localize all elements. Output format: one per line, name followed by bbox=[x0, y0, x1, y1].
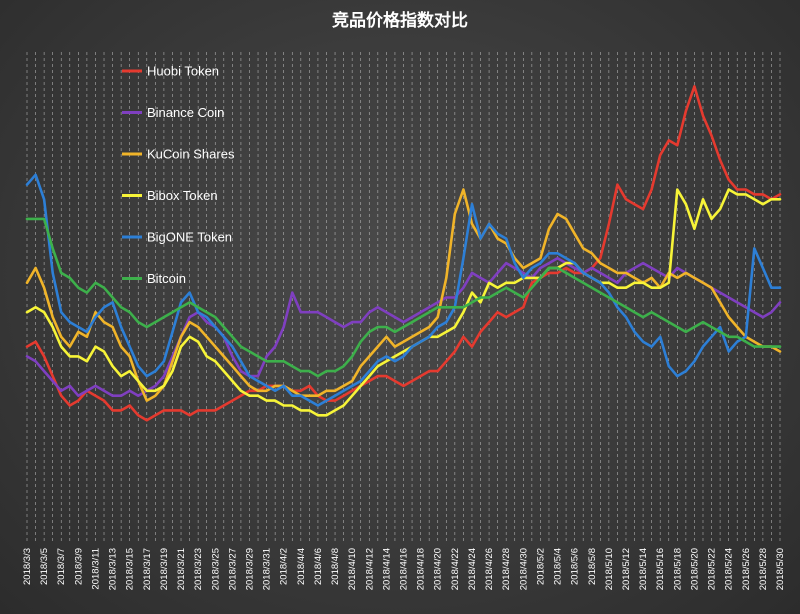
x-tick-label: 2018/5/18 bbox=[672, 548, 683, 590]
x-tick-label: 2018/5/20 bbox=[689, 548, 700, 590]
x-tick-label: 2018/5/6 bbox=[570, 548, 581, 585]
x-tick-label: 2018/3/25 bbox=[210, 548, 221, 590]
x-tick-label: 2018/5/30 bbox=[775, 548, 786, 590]
x-tick-label: 2018/3/19 bbox=[159, 548, 170, 590]
legend-label: KuCoin Shares bbox=[147, 147, 235, 162]
x-tick-label: 2018/3/31 bbox=[262, 548, 273, 590]
x-tick-label: 2018/4/10 bbox=[347, 548, 358, 590]
legend-label: Huobi Token bbox=[147, 64, 219, 79]
series-line-binance-coin bbox=[25, 256, 782, 398]
series-line-bigone-token bbox=[25, 173, 782, 407]
x-tick-label: 2018/3/11 bbox=[90, 548, 101, 590]
x-tick-label: 2018/4/24 bbox=[467, 548, 478, 590]
x-tick-label: 2018/3/17 bbox=[142, 548, 153, 590]
series-lines bbox=[25, 85, 782, 422]
x-tick-label: 2018/3/23 bbox=[193, 548, 204, 590]
x-tick-label: 2018/5/4 bbox=[553, 548, 564, 585]
x-axis-tick-labels: 2018/3/3 2018/3/5 2018/3/7 2018/3/9 2018/3/1… bbox=[22, 548, 786, 590]
x-tick-label: 2018/5/12 bbox=[621, 548, 632, 590]
legend-label: Bitcoin bbox=[147, 271, 186, 286]
x-tick-label: 2018/3/29 bbox=[244, 548, 255, 590]
series-line-huobi-token bbox=[25, 85, 782, 422]
x-tick-label: 2018/3/27 bbox=[227, 548, 238, 590]
x-tick-label: 2018/4/30 bbox=[518, 548, 529, 590]
x-tick-label: 2018/4/8 bbox=[330, 548, 341, 585]
x-tick-label: 2018/4/20 bbox=[433, 548, 444, 590]
x-tick-label: 2018/5/28 bbox=[758, 548, 769, 590]
series-line-kucoin-shares bbox=[25, 188, 782, 402]
x-tick-label: 2018/4/16 bbox=[399, 548, 410, 590]
x-tick-label: 2018/4/6 bbox=[313, 548, 324, 585]
legend-label: Bibox Token bbox=[147, 188, 218, 203]
x-tick-label: 2018/5/26 bbox=[741, 548, 752, 590]
x-tick-label: 2018/4/14 bbox=[381, 548, 392, 590]
grid-lines bbox=[26, 52, 781, 543]
x-tick-label: 2018/3/15 bbox=[125, 548, 136, 590]
legend-label: BigONE Token bbox=[147, 230, 232, 245]
legend: Huobi Token Binance Coin KuCoin Shares Bibo… bbox=[122, 64, 235, 286]
x-tick-label: 2018/5/22 bbox=[707, 548, 718, 590]
x-tick-label: 2018/3/21 bbox=[176, 548, 187, 590]
x-tick-label: 2018/5/8 bbox=[587, 548, 598, 585]
x-tick-label: 2018/3/9 bbox=[73, 548, 84, 585]
x-tick-label: 2018/4/22 bbox=[450, 548, 461, 590]
x-tick-label: 2018/4/26 bbox=[484, 548, 495, 590]
legend-label: Binance Coin bbox=[147, 105, 224, 120]
x-tick-label: 2018/5/24 bbox=[724, 548, 735, 590]
x-tick-label: 2018/3/3 bbox=[22, 548, 33, 585]
x-tick-label: 2018/5/10 bbox=[604, 548, 615, 590]
chart-title: 竞品价格指数对比 bbox=[332, 11, 468, 31]
x-tick-label: 2018/5/14 bbox=[638, 548, 649, 590]
x-tick-label: 2018/4/2 bbox=[279, 548, 290, 585]
x-tick-label: 2018/4/4 bbox=[296, 548, 307, 585]
series-line-bibox-token bbox=[25, 188, 782, 417]
x-tick-label: 2018/5/2 bbox=[535, 548, 546, 585]
x-tick-label: 2018/4/18 bbox=[416, 548, 427, 590]
x-tick-label: 2018/4/28 bbox=[501, 548, 512, 590]
x-tick-label: 2018/3/7 bbox=[56, 548, 67, 585]
x-tick-label: 2018/4/12 bbox=[364, 548, 375, 590]
x-tick-label: 2018/3/5 bbox=[39, 548, 50, 585]
x-tick-label: 2018/3/13 bbox=[108, 548, 119, 590]
x-tick-label: 2018/5/16 bbox=[655, 548, 666, 590]
series-line-bitcoin bbox=[25, 217, 782, 378]
